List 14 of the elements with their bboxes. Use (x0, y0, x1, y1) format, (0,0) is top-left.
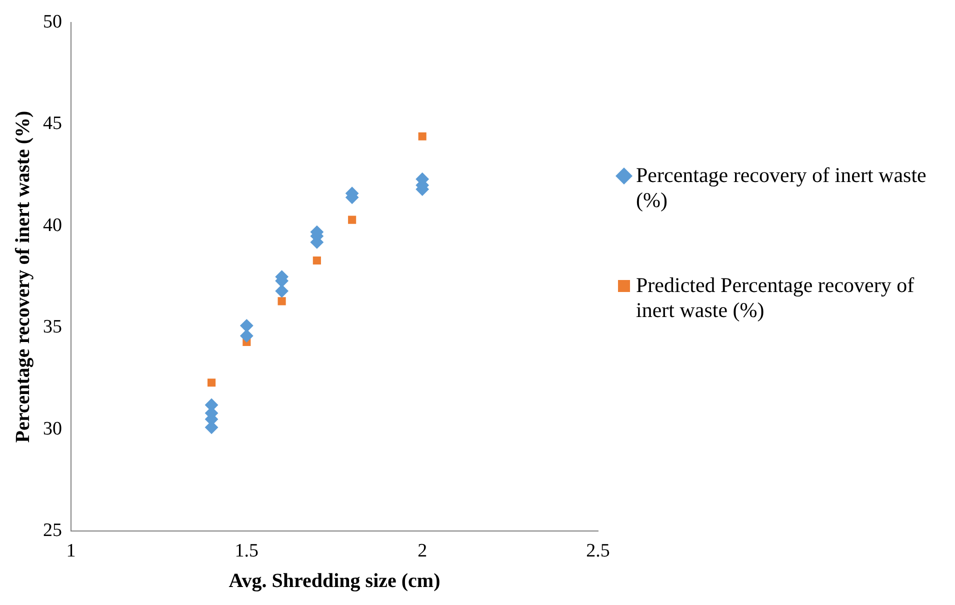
x-tick-label: 2 (418, 540, 428, 562)
y-tick-label: 35 (43, 316, 62, 338)
y-tick-label: 40 (43, 214, 62, 236)
legend-label: Percentage recovery of inert waste (%) (636, 163, 928, 213)
x-tick-label: 1 (66, 540, 76, 562)
y-tick-label: 25 (43, 520, 62, 542)
y-tick-label: 50 (43, 11, 62, 32)
x-tick-label: 2.5 (586, 540, 610, 562)
y-tick-label: 30 (43, 418, 62, 440)
x-axis-title: Avg. Shredding size (cm) (228, 570, 440, 592)
x-tick-label: 1.5 (234, 540, 259, 562)
legend-label: Predicted Percentage recovery of inert waste (%) (636, 273, 916, 323)
y-tick-label: 45 (43, 113, 62, 134)
y-axis-title: Percentage recovery of inert waste (%) (12, 110, 34, 443)
